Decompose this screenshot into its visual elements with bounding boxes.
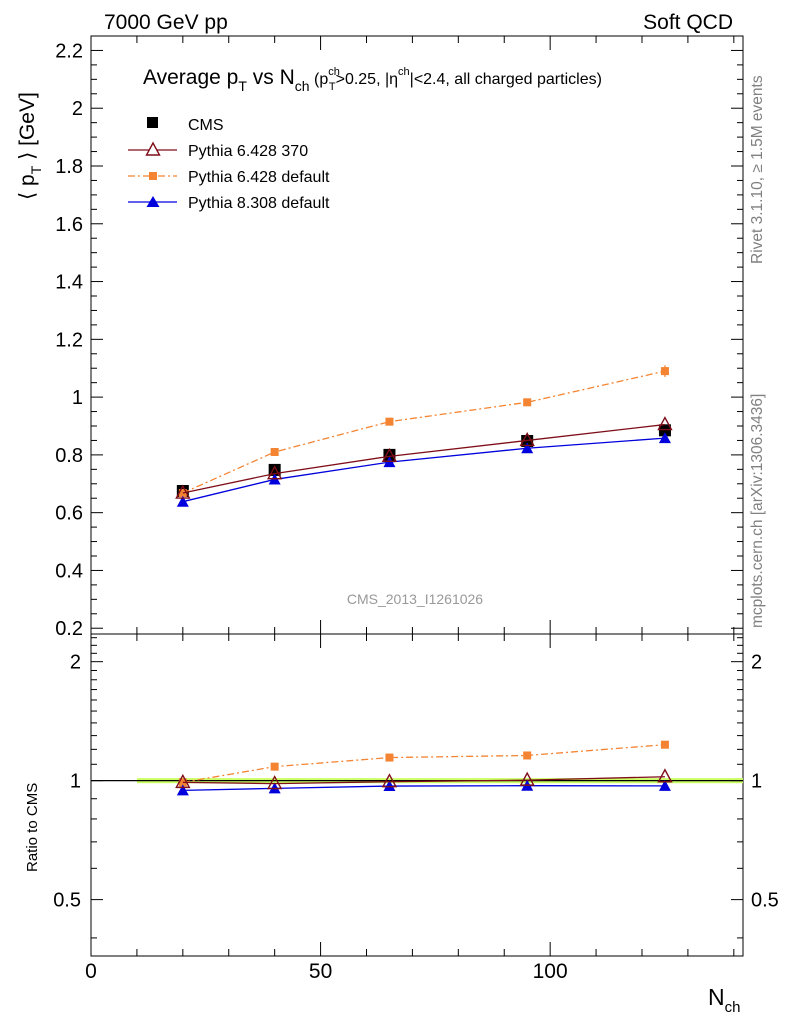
analysis-watermark: CMS_2013_I1261026 (347, 591, 483, 607)
main-point-pythia-6-428-default (270, 448, 279, 456)
main-point-pythia-6-428-370 (266, 465, 283, 480)
title-cond-sup: ch (328, 66, 340, 78)
ratio-ytick-label-left: 2 (70, 652, 81, 674)
x-ticks: 0 50 100 (85, 36, 735, 983)
main-ytick-label: 1.2 (55, 329, 83, 351)
legend-label-pythia8: Pythia 8.308 default (188, 195, 330, 212)
legend-marker-pythia6-370 (145, 141, 161, 156)
main-ytick-label: 0.2 (55, 618, 83, 640)
title-cond-end: |<2.4, all charged particles) (410, 71, 602, 88)
main-point-pythia-6-428-370 (175, 484, 191, 499)
legend-marker-pythia6-default (149, 172, 157, 180)
main-ticks: 0.2 0.4 0.6 0.8 1 1.2 1.4 1.6 1.8 2 2.2 (55, 40, 743, 640)
title-cond-mid: >0.25, |η (336, 71, 398, 88)
ratio-panel-frame (90, 633, 744, 957)
ratio-line-pythia-6-428-370 (182, 776, 665, 785)
main-ytick-label: 0.4 (55, 560, 83, 582)
ratio-point-pythia-8-308-default (383, 780, 396, 792)
xlabel-main: N (708, 984, 725, 1010)
main-ylabel-sub: T (28, 165, 44, 174)
main-point-pythia-8-308-default (176, 495, 189, 507)
title-cond-sup2: ch (398, 66, 410, 78)
main-ytick-label: 1.6 (55, 214, 83, 236)
ratio-ticks: 0.5 0.5 1 1 2 2 (53, 637, 779, 939)
ratio-point-pythia-6-428-default (385, 753, 394, 762)
main-point-pythia-8-308-default (521, 442, 534, 454)
title-main: Average p (143, 66, 238, 89)
header-right: Soft QCD (643, 11, 733, 34)
main-point-pythia-6-428-default (385, 417, 394, 426)
ratio-ytick-label-left: 0.5 (53, 890, 81, 912)
main-ytick-label: 2.2 (55, 40, 83, 62)
main-point-cms (658, 424, 671, 437)
ratio-line-pythia-6-428-default (182, 744, 665, 784)
header-left: 7000 GeV pp (104, 11, 228, 34)
main-line-pythia-6-428-370 (182, 423, 666, 494)
ratio-point-pythia-8-308-default (658, 779, 671, 791)
ratio-ytick-label-right: 1 (751, 771, 762, 793)
ratio-point-pythia-6-428-default (270, 762, 279, 771)
title-vs-sub: ch (295, 78, 310, 94)
ratio-ytick-label-right: 0.5 (751, 890, 779, 912)
ratio-ytick-label-right: 2 (751, 652, 762, 674)
main-point-cms (383, 448, 396, 461)
chart-title: Average pT vs Nch (pch T>0.25, |ηch|<2.4,… (143, 66, 602, 94)
legend-entry-pythia6-default: Pythia 6.428 default (128, 169, 330, 186)
main-ytick-label: 2 (72, 98, 83, 120)
main-ytick-label: 1.4 (55, 272, 83, 294)
legend-label-pythia6-default: Pythia 6.428 default (188, 169, 330, 186)
xlabel: Nch (708, 984, 740, 1016)
main-point-pythia-8-308-default (658, 432, 671, 444)
legend-entry-pythia6-370: Pythia 6.428 370 (128, 141, 308, 160)
main-point-pythia-6-428-default (523, 398, 532, 407)
legend-entry-cms: CMS (147, 117, 224, 134)
ratio-ylabel: Ratio to CMS (24, 783, 41, 872)
main-ytick-label: 0.8 (55, 445, 83, 467)
title-cond-sub: T (329, 81, 336, 93)
ratio-point-pythia-8-308-default (268, 782, 281, 794)
title-cond-open: (p (310, 71, 329, 88)
legend-marker-cms (147, 117, 158, 128)
legend-label-pythia6-370: Pythia 6.428 370 (188, 143, 308, 160)
ratio-point-pythia-6-428-default (523, 751, 532, 760)
legend-marker-pythia8 (146, 196, 160, 207)
main-series-layer (175, 365, 673, 507)
main-ylabel-open: ⟨ p (16, 174, 39, 200)
rivet-label: Rivet 3.1.10, ≥ 1.5M events (749, 75, 766, 264)
title-vs: vs N (247, 66, 295, 89)
mcplots-label: mcplots.cern.ch [arXiv:1306.3436] (749, 394, 766, 628)
legend-label-cms: CMS (188, 117, 224, 134)
main-point-pythia-6-428-370 (519, 431, 535, 447)
ratio-point-pythia-6-428-370 (657, 768, 673, 783)
main-ytick-label: 1.8 (55, 156, 83, 178)
main-ylabel: ⟨ pT ⟩ [GeV] (16, 92, 44, 200)
ratio-ytick-label-left: 1 (70, 771, 81, 793)
title-main-sub: T (238, 78, 247, 94)
legend: CMS Pythia 6.428 370 Pythia 6.428 defaul… (128, 117, 330, 212)
xtick-label: 50 (309, 960, 332, 983)
main-ylabel-close: ⟩ [GeV] (16, 92, 39, 166)
xlabel-sub: ch (725, 999, 741, 1016)
ratio-point-pythia-6-428-370 (266, 775, 283, 790)
main-point-pythia-6-428-370 (381, 447, 398, 463)
ratio-point-pythia-6-428-default (660, 740, 669, 749)
legend-entry-pythia8: Pythia 8.308 default (128, 195, 330, 212)
ratio-point-pythia-6-428-370 (381, 773, 398, 788)
ratio-line-pythia-8-308-default (182, 785, 665, 792)
ratio-series-layer (175, 740, 673, 796)
xtick-label: 100 (533, 960, 568, 983)
ratio-point-pythia-8-308-default (176, 784, 189, 796)
main-ytick-label: 0.6 (55, 503, 83, 525)
main-point-pythia-6-428-370 (657, 416, 673, 431)
xtick-label: 0 (85, 960, 97, 983)
main-ytick-label: 1 (72, 387, 83, 409)
ratio-point-pythia-6-428-370 (175, 773, 191, 789)
main-line-pythia-6-428-default (182, 370, 666, 494)
ratio-point-pythia-6-428-370 (519, 771, 535, 786)
main-line-pythia-8-308-default (182, 437, 665, 503)
